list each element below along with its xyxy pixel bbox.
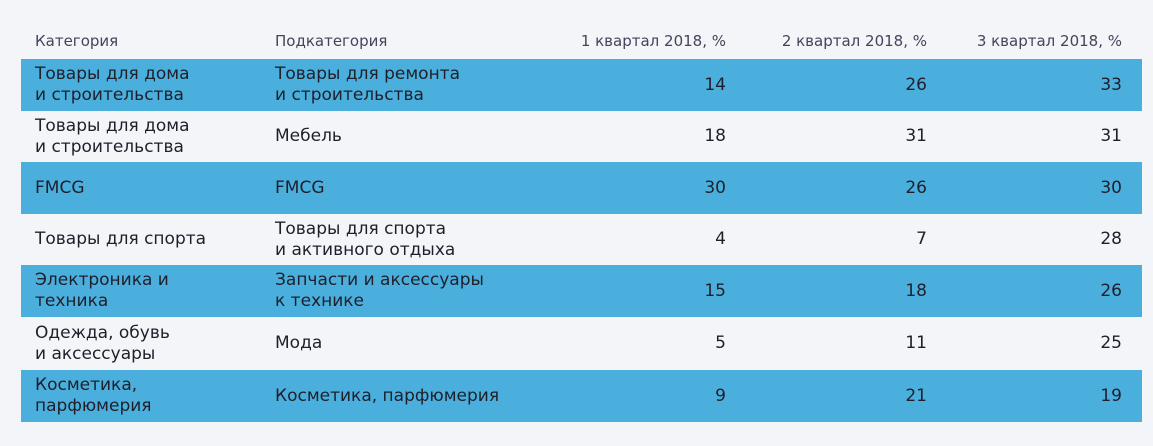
cell-q2: 11 [905,333,927,353]
cell-q1: 15 [704,280,726,301]
cell-q2: 7 [916,229,927,249]
table-row: Товары для спорта Товары для спорта и ак… [21,214,1142,265]
header-category: Категория [35,31,119,50]
cell-q3: 30 [1100,177,1122,198]
header-q1: 1 квартал 2018, % [580,31,726,50]
header-subcategory: Подкатегория [275,31,388,50]
cell-subcategory: FMCG [275,177,325,198]
cell-q1: 30 [704,177,726,198]
cell-q1: 4 [715,229,726,249]
cell-category: Одежда, обувь и аксессуары [35,322,170,364]
cell-q3: 26 [1100,280,1122,301]
cell-subcategory: Товары для спорта и активного отдыха [275,218,456,260]
table-row: Одежда, обувь и аксессуары Мода 5 11 25 [21,317,1142,370]
cell-q2: 18 [905,280,927,301]
cell-category: Товары для дома и строительства [35,115,190,157]
cell-category: Косметика, парфюмерия [35,375,152,416]
cell-subcategory: Мебель [275,126,342,146]
cell-subcategory: Косметика, парфюмерия [275,385,500,406]
cell-subcategory: Товары для ремонта и строительства [275,64,460,105]
cell-subcategory: Мода [275,333,323,353]
table-row: Товары для дома и строительства Мебель 1… [21,111,1142,162]
header-q3: 3 квартал 2018, % [976,31,1122,50]
cell-q1: 9 [715,385,726,406]
table-row: FMCG FMCG 30 26 30 [21,162,1142,214]
cell-q3: 31 [1100,126,1122,146]
cell-q3: 19 [1100,385,1122,406]
table-row: Косметика, парфюмерия Косметика, парфюме… [21,370,1142,422]
cell-category: Электроника и техника [35,270,169,311]
cell-q2: 31 [905,126,927,146]
cell-q2: 21 [905,385,927,406]
table-row: Товары для дома и строительства Товары д… [21,59,1142,111]
cell-q3: 33 [1100,74,1122,95]
cell-q3: 28 [1100,229,1122,249]
cell-q2: 26 [905,177,927,198]
cell-q2: 26 [905,74,927,95]
table-header: Категория Подкатегория 1 квартал 2018, %… [21,22,1142,59]
table-row: Электроника и техника Запчасти и аксессу… [21,265,1142,317]
cell-q1: 5 [715,333,726,353]
cell-q1: 18 [704,126,726,146]
stats-table: Категория Подкатегория 1 квартал 2018, %… [21,22,1142,422]
cell-q3: 25 [1100,333,1122,353]
cell-subcategory: Запчасти и аксессуары к технике [275,270,484,311]
cell-q1: 14 [704,74,726,95]
cell-category: Товары для спорта [35,229,207,249]
header-q2: 2 квартал 2018, % [781,31,927,50]
cell-category: FMCG [35,177,85,198]
cell-category: Товары для дома и строительства [35,64,190,105]
